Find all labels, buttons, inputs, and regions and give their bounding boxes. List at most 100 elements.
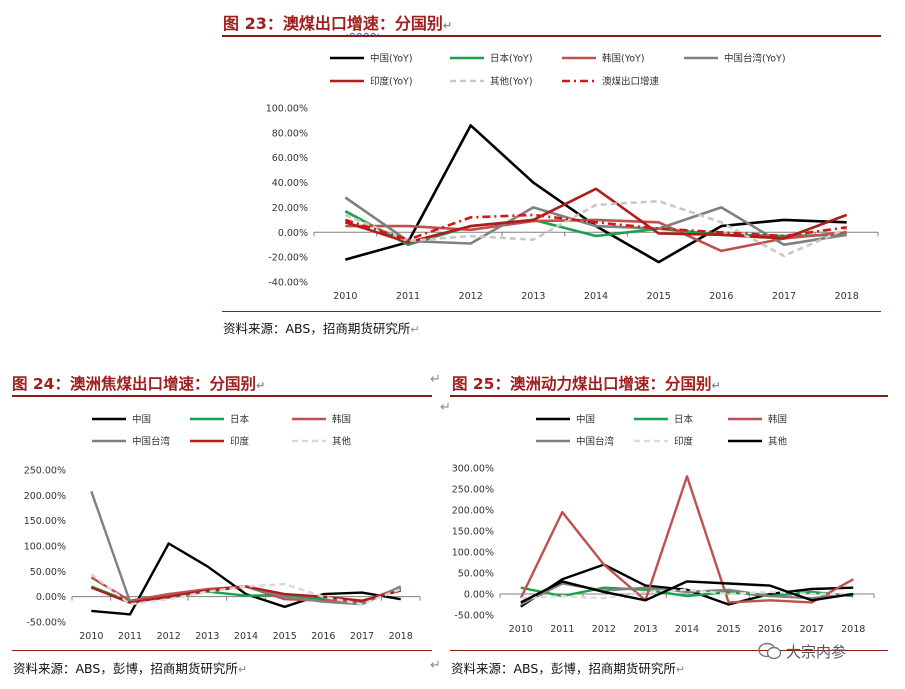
fig23-title-plain: 澳煤出口: [282, 14, 347, 33]
fig23-source-return-mark: ↵: [410, 323, 420, 336]
fig23-source: 资料来源：ABS，招商期货研究所↵: [223, 318, 420, 337]
fig24-title: 图 24：澳洲焦煤出口增速：分国别↵: [12, 372, 265, 394]
fig25-x-tick-label: 2010: [509, 624, 533, 635]
fig24-legend-label-3: 中国台湾: [132, 436, 171, 448]
fig24-source-text: 资料来源：ABS，彭博，招商期货研究所: [13, 661, 238, 676]
fig24-x-tick-label: 2017: [350, 631, 374, 642]
fig24-y-tick-label: -50.00%: [26, 618, 66, 629]
fig25-x-tick-label: 2014: [675, 624, 699, 635]
fig24-source-return-mark: ↵: [237, 663, 248, 676]
fig25-legend-label-5: 其他: [768, 436, 788, 448]
fig24-legend-label-5: 其他: [332, 436, 352, 448]
fig23-series-line-6: [344, 213, 847, 241]
fig25-x-tick-label: 2012: [592, 624, 616, 635]
watermark-icon: [758, 642, 782, 660]
fig23-series-line-3: [344, 196, 847, 246]
fig23-series-line-4: [344, 187, 848, 244]
fig25-title-text: 澳洲动力煤出口增速：分国别: [509, 375, 712, 393]
stray-return-mark-2: ↵: [440, 400, 451, 415]
fig23-y-tick-label: 40.00%: [272, 178, 308, 189]
fig23-return-mark: ↵: [442, 19, 453, 32]
stray-return-mark-1: ↵: [430, 372, 441, 387]
fig23-chart: -40.00% -20.00% 0.00% 20.00% 40.00% 60.00% 80.…: [266, 53, 879, 302]
fig23-x-tick-label: 2011: [396, 291, 420, 302]
fig24-series-line-0: [91, 542, 401, 616]
fig23-title-wavy: 增速: [346, 14, 379, 33]
fig25-source-text: 资料来源：ABS，彭博，招商期货研究所: [451, 661, 676, 676]
fig25-source: 资料来源：ABS，彭博，招商期货研究所↵: [451, 658, 685, 677]
fig24-title-text: 澳洲焦煤出口增速：分国别: [69, 375, 256, 393]
fig25-title: 图 25：澳洲动力煤出口增速：分国别↵: [452, 372, 721, 394]
fig25-series-line-1: [520, 586, 854, 598]
fig23-x-tick-label: 2014: [584, 291, 608, 302]
fig24-source: 资料来源：ABS，彭博，招商期货研究所↵: [13, 658, 247, 677]
fig24-y-tick-label: 100.00%: [24, 542, 66, 553]
fig24-series-line-4: [90, 585, 402, 604]
fig23-series-line-5: [344, 199, 848, 258]
fig23-title-suffix: ：分国别: [378, 14, 443, 33]
fig24-y-tick-label: 0.00%: [36, 592, 66, 603]
fig24-x-tick-label: 2010: [79, 631, 103, 642]
fig25-top-rule: [450, 395, 888, 397]
fig24-legend-label-1: 日本: [230, 414, 250, 426]
fig23-label: 图 23：: [223, 14, 283, 33]
fig25-y-tick-label: 300.00%: [452, 464, 494, 475]
fig23-y-tick-label: 0.00%: [278, 228, 308, 239]
fig24-x-tick-label: 2011: [118, 631, 142, 642]
fig25-label: 图 25：: [452, 375, 510, 393]
fig25-source-return-mark: ↵: [675, 663, 686, 676]
fig24-x-tick-label: 2012: [157, 631, 181, 642]
fig25-y-tick-label: 250.00%: [452, 485, 494, 496]
fig23-bottom-rule: [222, 311, 881, 312]
fig25-series-line-5: [520, 580, 854, 604]
fig24-y-tick-label: 250.00%: [24, 466, 66, 477]
fig24-y-tick-label: 50.00%: [30, 567, 66, 578]
fig23-y-tick-label: 20.00%: [272, 203, 308, 214]
fig24-x-tick-label: 2016: [311, 631, 335, 642]
fig23-y-tick-label: 100.00%: [266, 104, 308, 115]
fig24-x-tick-label: 2018: [389, 631, 413, 642]
fig25-y-tick-label: 0.00%: [464, 590, 494, 601]
fig23-series-line-1: [344, 210, 847, 246]
fig23-title: 图 23：澳煤出口增速：分国别↵: [223, 10, 452, 34]
fig25-chart: -50.00% 0.00% 50.00% 100.00% 150.00% 200.00% 2…: [452, 414, 875, 635]
fig24-legend-label-4: 印度: [230, 436, 250, 448]
fig25-y-tick-label: 100.00%: [452, 548, 494, 559]
fig24-label: 图 24：: [12, 375, 70, 393]
fig23-y-tick-label: -20.00%: [268, 253, 308, 264]
fig24-series-line-5: [90, 572, 402, 606]
fig25-y-tick-label: 150.00%: [452, 527, 494, 538]
fig23-x-tick-label: 2010: [333, 291, 357, 302]
fig25-x-tick-label: 2011: [550, 624, 574, 635]
fig25-y-tick-label: 200.00%: [452, 506, 494, 517]
fig25-y-tick-label: -50.00%: [454, 611, 494, 622]
fig25-x-tick-label: 2013: [633, 624, 657, 635]
fig25-legend-label-4: 印度: [674, 436, 694, 448]
fig24-y-tick-label: 200.00%: [24, 491, 66, 502]
fig25-y-tick-label: 50.00%: [458, 569, 494, 580]
fig23-x-tick-label: 2016: [709, 291, 733, 302]
fig24-bottom-rule: [12, 650, 432, 651]
fig23-source-text: 资料来源：ABS，招商期货研究所: [223, 321, 411, 336]
fig24-return-mark: ↵: [255, 379, 266, 392]
fig23-legend-label-4: 印度(YoY): [370, 76, 413, 88]
fig23-x-tick-label: 2017: [772, 291, 796, 302]
fig25-return-mark: ↵: [711, 379, 721, 392]
fig25-legend-label-0: 中国: [576, 414, 595, 426]
fig23-legend-label-2: 韩国(YoY): [602, 53, 645, 65]
fig23-x-tick-label: 2013: [521, 291, 545, 302]
fig25-x-tick-label: 2016: [758, 624, 782, 635]
fig23-x-tick-label: 2015: [647, 291, 671, 302]
fig23-top-rule: [222, 35, 881, 37]
watermark-text: 大宗内参: [786, 643, 847, 661]
fig23-series-line-2: [345, 218, 847, 253]
fig25-x-tick-label: 2018: [841, 624, 865, 635]
fig23-legend-label-0: 中国(YoY): [370, 53, 413, 65]
fig23-legend-label-5: 其他(YoY): [490, 76, 533, 88]
fig25-x-tick-label: 2017: [800, 624, 824, 635]
fig23-y-tick-label: 60.00%: [272, 153, 308, 164]
fig23-y-tick-label: -40.00%: [268, 278, 308, 289]
fig24-x-tick-label: 2013: [195, 631, 219, 642]
fig25-legend-label-1: 日本: [674, 414, 694, 426]
fig25-series-line-0: [520, 563, 854, 608]
